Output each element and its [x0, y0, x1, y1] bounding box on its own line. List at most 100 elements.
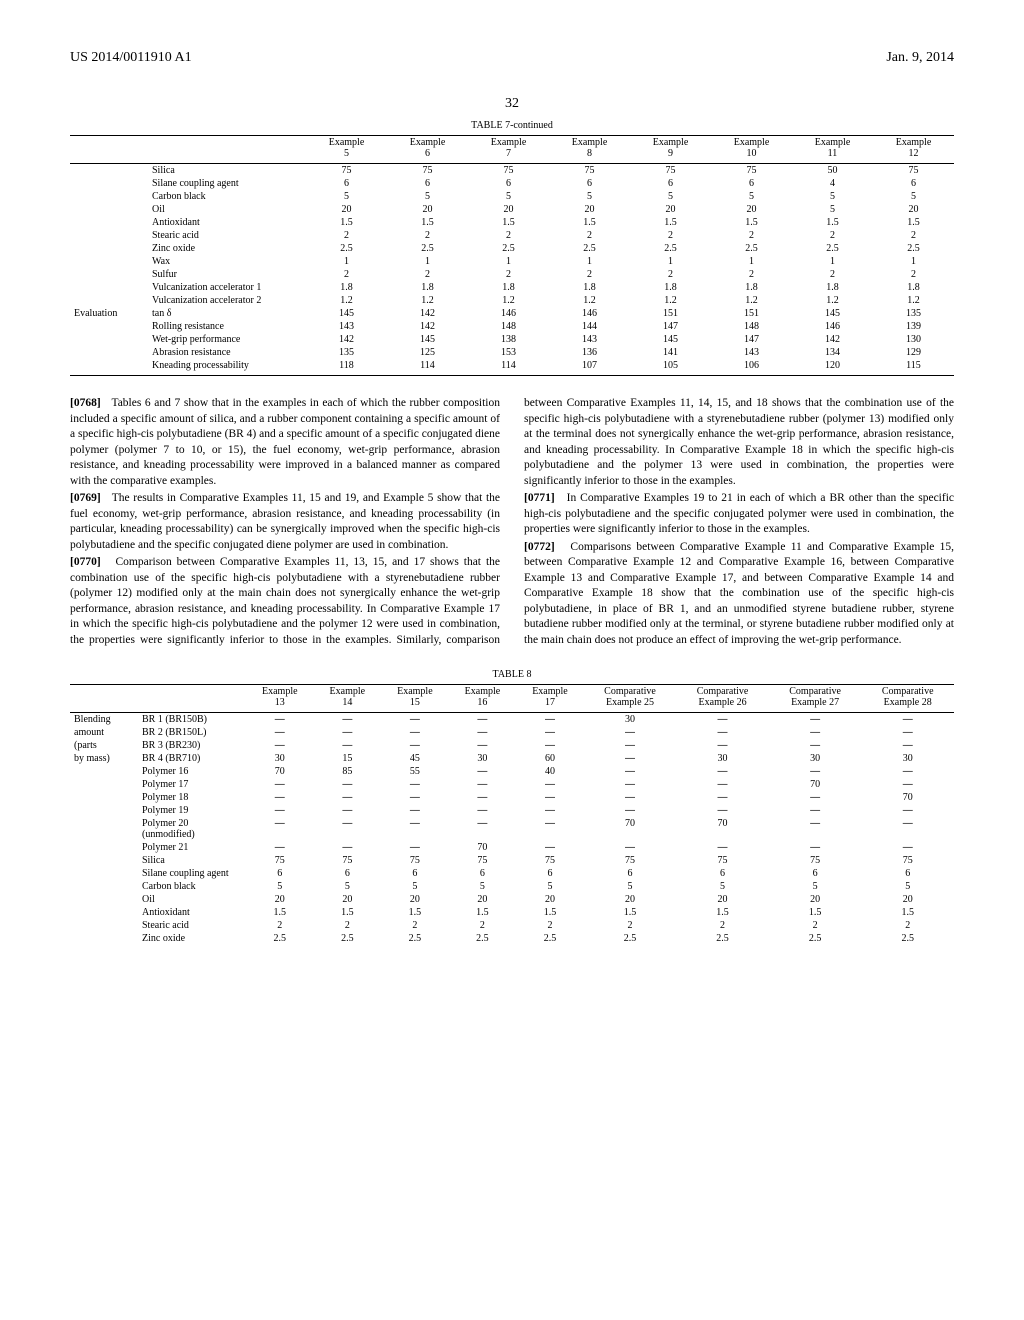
cell: 6 [449, 867, 517, 880]
cell: 1.5 [873, 216, 954, 229]
category-label [70, 906, 138, 919]
col-h: ComparativeExample 26 [676, 685, 769, 713]
cell: 20 [676, 893, 769, 906]
cell: 1 [711, 255, 792, 268]
row-label: Silica [138, 854, 246, 867]
cell: 20 [769, 893, 862, 906]
cell: 1.5 [314, 906, 382, 919]
row-label: Polymer 20(unmodified) [138, 817, 246, 841]
table-8: Example13 Example14 Example15 Example16 … [70, 684, 954, 945]
cell: 20 [449, 893, 517, 906]
para-text: In Comparative Examples 19 to 21 in each… [524, 492, 954, 535]
cell: 2 [306, 268, 387, 281]
table-row: Antioxidant1.51.51.51.51.51.51.51.51.5 [70, 906, 954, 919]
cell: 20 [516, 893, 584, 906]
cell: 144 [549, 320, 630, 333]
cell: 2.5 [549, 242, 630, 255]
cell: 2 [792, 268, 873, 281]
table-row: (partsBR 3 (BR230)————————— [70, 739, 954, 752]
cell: — [861, 804, 954, 817]
cell: 75 [468, 164, 549, 178]
cell: 60 [516, 752, 584, 765]
row-label: Sulfur [148, 268, 306, 281]
cell: 75 [711, 164, 792, 178]
cell: 75 [676, 854, 769, 867]
cell: 2 [873, 268, 954, 281]
para-num: [0769] [70, 492, 101, 504]
cell: 105 [630, 359, 711, 376]
cell: 143 [306, 320, 387, 333]
cell: 5 [246, 880, 314, 893]
cell: 75 [861, 854, 954, 867]
cell: — [584, 752, 677, 765]
cell: 5 [861, 880, 954, 893]
cell: 20 [381, 893, 449, 906]
cell: 1.5 [861, 906, 954, 919]
cell: 1.8 [387, 281, 468, 294]
cell: 135 [873, 307, 954, 320]
cell: — [246, 841, 314, 854]
cell: 5 [516, 880, 584, 893]
cell: 2 [306, 229, 387, 242]
cell: 1.2 [306, 294, 387, 307]
col-h: Example7 [468, 136, 549, 164]
cell: 1.8 [792, 281, 873, 294]
cell: 114 [387, 359, 468, 376]
cell: — [769, 841, 862, 854]
cell: 2 [711, 229, 792, 242]
cell: — [246, 791, 314, 804]
cell: 30 [676, 752, 769, 765]
row-label: Vulcanization accelerator 1 [148, 281, 306, 294]
table7-header-row: Example5 Example6 Example7 Example8 Exam… [70, 136, 954, 164]
category-label [70, 346, 148, 359]
cell: 2.5 [873, 242, 954, 255]
cell: 6 [861, 867, 954, 880]
cell: 20 [630, 203, 711, 216]
cell: — [516, 713, 584, 727]
cell: 2 [873, 229, 954, 242]
para-num: [0770] [70, 556, 101, 568]
table-row: Abrasion resistance135125153136141143134… [70, 346, 954, 359]
cell: 75 [769, 854, 862, 867]
table-row: Stearic acid22222222 [70, 229, 954, 242]
table-row: Carbon black555555555 [70, 880, 954, 893]
cell: 5 [711, 190, 792, 203]
cell: 20 [314, 893, 382, 906]
cell: 1.5 [381, 906, 449, 919]
cell: 6 [676, 867, 769, 880]
cell: — [861, 739, 954, 752]
col-h: ComparativeExample 25 [584, 685, 677, 713]
row-label: Abrasion resistance [148, 346, 306, 359]
table-row: Polymer 19————————— [70, 804, 954, 817]
cell: 120 [792, 359, 873, 376]
category-label: Evaluation [70, 307, 148, 320]
cell: 75 [387, 164, 468, 178]
cell: — [584, 804, 677, 817]
cell: 1.5 [676, 906, 769, 919]
table-row: Oil202020202020202020 [70, 893, 954, 906]
cell: — [516, 778, 584, 791]
cell: 5 [769, 880, 862, 893]
row-label: Carbon black [148, 190, 306, 203]
cell: 5 [792, 203, 873, 216]
cell: 2 [630, 268, 711, 281]
cell: — [861, 765, 954, 778]
para-text: Tables 6 and 7 show that in the examples… [70, 397, 500, 487]
cell: 75 [516, 854, 584, 867]
cell: 1.5 [769, 906, 862, 919]
cell: — [584, 739, 677, 752]
col-h: Example9 [630, 136, 711, 164]
cell: 70 [449, 841, 517, 854]
cell: 1.8 [711, 281, 792, 294]
cell: 2.5 [449, 932, 517, 945]
category-label: amount [70, 726, 138, 739]
cell: 2 [711, 268, 792, 281]
row-label: Oil [138, 893, 246, 906]
category-label [70, 919, 138, 932]
cell: — [861, 726, 954, 739]
cell: 147 [630, 320, 711, 333]
table-row: Vulcanization accelerator 11.81.81.81.81… [70, 281, 954, 294]
cell: 55 [381, 765, 449, 778]
category-label [70, 359, 148, 376]
cell: 106 [711, 359, 792, 376]
